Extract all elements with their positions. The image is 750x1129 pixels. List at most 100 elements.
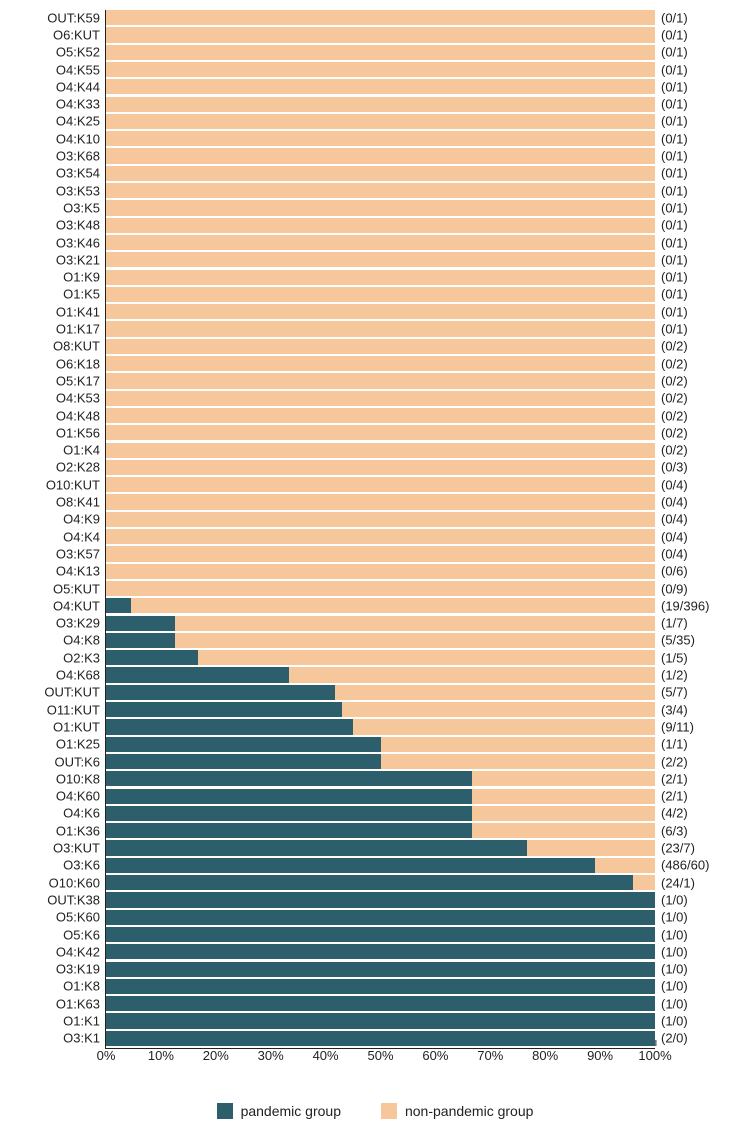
bar-segment-nonpandemic: [106, 166, 655, 181]
bar-segment-pandemic: [106, 962, 655, 977]
bar-row: O5:KUT(0/9): [106, 581, 655, 596]
y-axis-label: O3:K6: [63, 859, 106, 872]
bar-row: O3:KUT(23/7): [106, 840, 655, 855]
count-label: (0/1): [655, 80, 688, 93]
x-axis-tick: 80%: [532, 1048, 558, 1063]
y-axis-label: OUT:K38: [47, 893, 106, 906]
y-axis-label: O4:K44: [56, 80, 106, 93]
y-axis-label: O1:K1: [63, 1015, 106, 1028]
count-label: (0/2): [655, 340, 688, 353]
bar-row: O4:K8(5/35): [106, 633, 655, 648]
bar-row: O3:K68(0/1): [106, 148, 655, 163]
y-axis-label: O3:K29: [56, 617, 106, 630]
bar-row: O1:K17(0/1): [106, 321, 655, 336]
legend: pandemic group non-pandemic group: [0, 1103, 750, 1119]
bar-segment-pandemic: [106, 650, 198, 665]
y-axis-label: O10:KUT: [46, 478, 106, 491]
count-label: (6/3): [655, 824, 688, 837]
x-axis-tick: 0%: [97, 1048, 116, 1063]
y-axis-label: O11:KUT: [47, 703, 106, 716]
bar-row: O3:K21(0/1): [106, 252, 655, 267]
count-label: (1/0): [655, 893, 688, 906]
bar-row: O1:K4(0/2): [106, 443, 655, 458]
bar-segment-nonpandemic: [106, 477, 655, 492]
y-axis-label: O3:K5: [63, 201, 106, 214]
y-axis-label: O3:K19: [56, 963, 106, 976]
count-label: (3/4): [655, 703, 688, 716]
bar-segment-nonpandemic: [106, 546, 655, 561]
y-axis-label: O4:K25: [56, 115, 106, 128]
y-axis-label: O3:K53: [56, 184, 106, 197]
y-axis-label: O1:K25: [56, 738, 106, 751]
bar-row: O1:K36(6/3): [106, 823, 655, 838]
bar-row: O4:KUT(19/396): [106, 598, 655, 613]
count-label: (0/1): [655, 219, 688, 232]
bar-row: O6:K18(0/2): [106, 356, 655, 371]
y-axis-label: O5:K17: [56, 374, 106, 387]
count-label: (2/2): [655, 755, 688, 768]
bar-row: O1:K1(1/0): [106, 1013, 655, 1028]
y-axis-label: O4:K6: [63, 807, 106, 820]
count-label: (0/1): [655, 323, 688, 336]
count-label: (0/4): [655, 478, 688, 491]
bar-row: O4:K6(4/2): [106, 806, 655, 821]
bar-row: O1:KUT(9/11): [106, 719, 655, 734]
bar-segment-nonpandemic: [106, 252, 655, 267]
bar-segment-nonpandemic: [106, 373, 655, 388]
bar-segment-pandemic: [106, 754, 381, 769]
count-label: (19/396): [655, 599, 709, 612]
y-axis-label: O1:K9: [63, 271, 106, 284]
count-label: (1/5): [655, 651, 688, 664]
bar-row: OUT:K38(1/0): [106, 892, 655, 907]
count-label: (24/1): [655, 876, 695, 889]
legend-item-nonpandemic: non-pandemic group: [381, 1103, 533, 1119]
count-label: (0/6): [655, 565, 688, 578]
y-axis-label: O4:K4: [63, 530, 106, 543]
count-label: (0/1): [655, 253, 688, 266]
bar-segment-nonpandemic: [106, 27, 655, 42]
bar-row: OUT:KUT(5/7): [106, 685, 655, 700]
y-axis-label: O1:K17: [56, 323, 106, 336]
y-axis-label: O2:K3: [63, 651, 106, 664]
bar-segment-nonpandemic: [106, 235, 655, 250]
bar-segment-nonpandemic: [106, 287, 655, 302]
bar-row: O3:K1(2/0): [106, 1031, 655, 1046]
x-axis-tick: 90%: [587, 1048, 613, 1063]
legend-swatch-pandemic: [217, 1103, 233, 1119]
count-label: (486/60): [655, 859, 709, 872]
count-label: (0/1): [655, 288, 688, 301]
count-label: (1/1): [655, 738, 688, 751]
bar-row: O8:KUT(0/2): [106, 339, 655, 354]
bar-segment-pandemic: [106, 1031, 655, 1046]
y-axis-label: O5:KUT: [53, 582, 106, 595]
bar-row: O1:K25(1/1): [106, 737, 655, 752]
count-label: (0/2): [655, 357, 688, 370]
y-axis-label: O4:K48: [56, 409, 106, 422]
bar-segment-pandemic: [106, 875, 633, 890]
bar-segment-nonpandemic: [106, 391, 655, 406]
bar-row: O1:K9(0/1): [106, 270, 655, 285]
bar-segment-nonpandemic: [106, 564, 655, 579]
bar-row: O1:K5(0/1): [106, 287, 655, 302]
y-axis-label: OUT:K59: [47, 11, 106, 24]
bar-segment-nonpandemic: [106, 425, 655, 440]
count-label: (0/1): [655, 236, 688, 249]
bar-segment-nonpandemic: [106, 45, 655, 60]
count-label: (0/9): [655, 582, 688, 595]
bar-segment-nonpandemic: [106, 218, 655, 233]
y-axis-label: O5:K6: [63, 928, 106, 941]
bar-segment-nonpandemic: [106, 304, 655, 319]
bar-segment-pandemic: [106, 667, 289, 682]
bar-segment-nonpandemic: [106, 339, 655, 354]
count-label: (1/0): [655, 963, 688, 976]
bar-segment-nonpandemic: [527, 840, 655, 855]
count-label: (2/1): [655, 772, 688, 785]
bar-segment-pandemic: [106, 892, 655, 907]
y-axis-label: O4:K33: [56, 98, 106, 111]
bar-segment-pandemic: [106, 1013, 655, 1028]
y-axis-label: O3:K57: [56, 547, 106, 560]
y-axis-label: O6:K18: [56, 357, 106, 370]
bar-row: O4:K55(0/1): [106, 62, 655, 77]
bar-row: O3:K19(1/0): [106, 962, 655, 977]
y-axis-label: O3:KUT: [53, 842, 106, 855]
